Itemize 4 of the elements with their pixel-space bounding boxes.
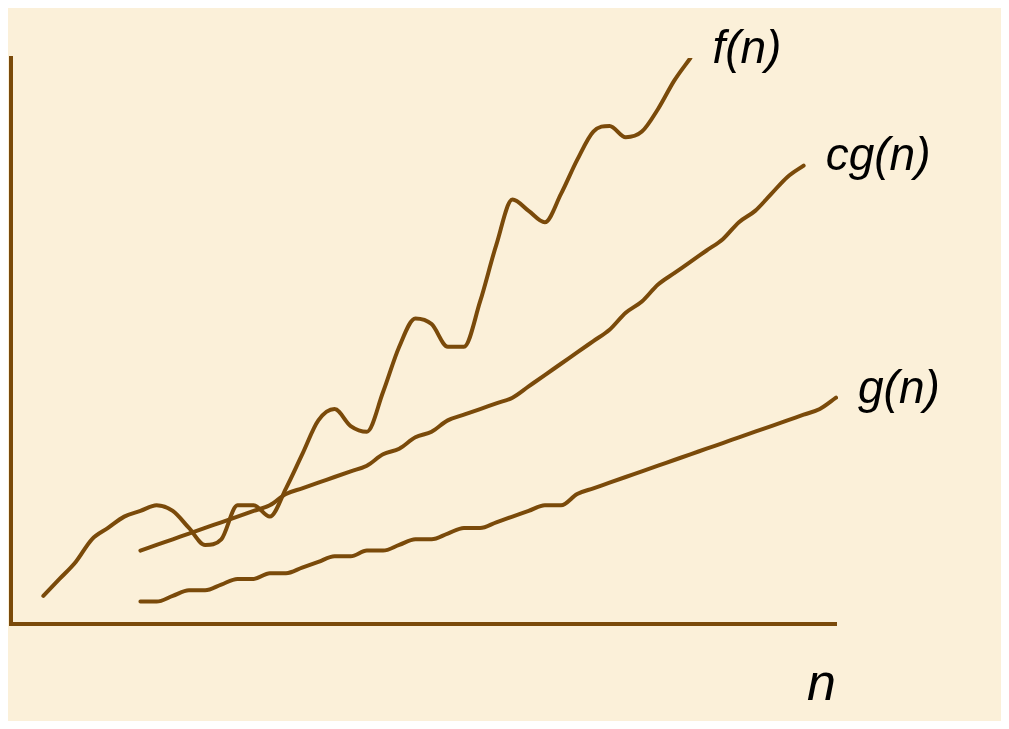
series-label: cg(n) <box>825 128 931 181</box>
series-label: g(n) <box>858 360 940 413</box>
series-label: f(n) <box>712 20 782 73</box>
x-axis-title: n <box>807 653 836 712</box>
